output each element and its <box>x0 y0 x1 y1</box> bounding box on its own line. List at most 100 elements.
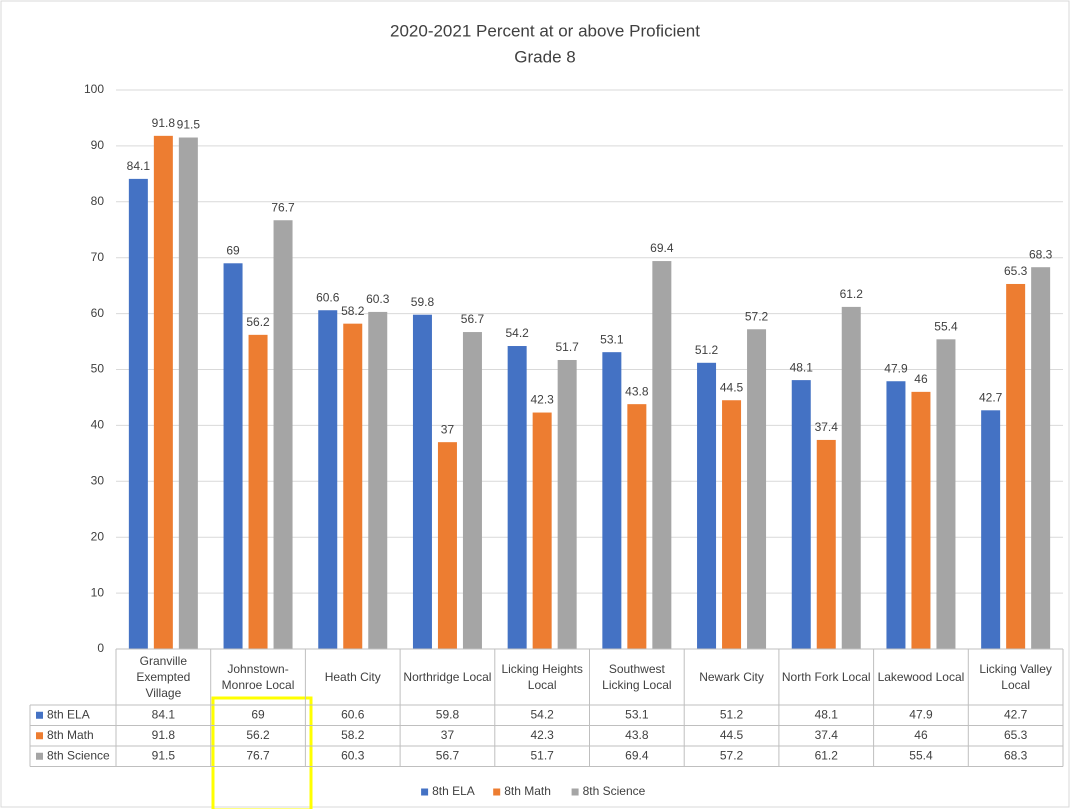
table-value: 58.2 <box>341 728 365 742</box>
y-tick-label: 30 <box>91 473 105 487</box>
x-tick-label: Johnstown-Monroe Local <box>221 662 295 692</box>
bar <box>437 442 457 649</box>
x-tick-label: Lakewood Local <box>877 670 965 684</box>
data-label: 69 <box>226 243 240 257</box>
data-label: 65.3 <box>1004 264 1028 278</box>
table-value: 42.7 <box>1004 707 1028 721</box>
category-cell: Lakewood Local <box>877 670 965 684</box>
category-cell: Johnstown-Monroe Local <box>221 662 295 692</box>
data-label: 42.7 <box>979 390 1003 404</box>
bar <box>343 323 363 649</box>
data-label: 58.2 <box>341 304 365 318</box>
table-value: 56.2 <box>246 728 270 742</box>
data-label: 56.2 <box>246 315 270 329</box>
data-label: 44.5 <box>720 380 744 394</box>
y-tick-label: 10 <box>91 585 105 599</box>
category-cell: North Fork Local <box>782 670 871 684</box>
bar <box>627 404 647 649</box>
y-tick-label: 100 <box>84 82 104 96</box>
legend-key <box>493 788 501 796</box>
data-label: 51.7 <box>555 340 579 354</box>
bar <box>273 220 293 649</box>
legend-key <box>571 788 579 796</box>
table-value: 37.4 <box>815 728 839 742</box>
data-label: 76.7 <box>271 200 295 214</box>
data-label: 57.2 <box>745 309 769 323</box>
bar <box>911 391 931 649</box>
category-cell: Heath City <box>325 670 381 684</box>
table-value: 55.4 <box>909 748 933 762</box>
bar <box>841 306 861 649</box>
bar <box>223 263 243 649</box>
table-value: 42.3 <box>530 728 554 742</box>
bar <box>318 310 338 649</box>
bar <box>412 314 432 649</box>
table-value: 51.2 <box>720 707 744 721</box>
category-cell: Southwest Licking Local <box>602 662 672 692</box>
table-row-label: 8th ELA <box>47 707 90 721</box>
category-cell: Northridge Local <box>403 670 491 684</box>
category-cell: Granville Exempted Village <box>136 654 190 700</box>
data-label: 37 <box>441 422 455 436</box>
bar <box>128 178 148 650</box>
x-tick-label: Newark City <box>699 670 764 684</box>
bar <box>368 311 388 649</box>
table-value: 69 <box>251 707 265 721</box>
table-value: 56.7 <box>436 748 460 762</box>
data-label: 68.3 <box>1029 247 1053 261</box>
bar <box>602 352 622 649</box>
bar <box>652 261 672 649</box>
table-value: 44.5 <box>720 728 744 742</box>
data-label: 43.8 <box>625 384 649 398</box>
data-label: 91.8 <box>152 116 176 130</box>
data-label: 42.3 <box>530 393 554 407</box>
data-label: 91.5 <box>177 118 201 132</box>
bar <box>1031 267 1051 649</box>
table-value: 65.3 <box>1004 728 1028 742</box>
category-cell: Licking Valley Local <box>979 662 1052 692</box>
table-row-label: 8th Science <box>47 748 110 762</box>
table-value: 68.3 <box>1004 748 1028 762</box>
data-label: 47.9 <box>884 361 908 375</box>
data-label: 54.2 <box>505 326 529 340</box>
table-key <box>36 732 43 740</box>
table-value: 60.3 <box>341 748 365 762</box>
x-tick-label: Licking Heights Local <box>501 662 583 692</box>
legend-label: 8th Science <box>583 784 646 798</box>
bar <box>722 400 742 649</box>
data-label: 59.8 <box>411 295 435 309</box>
x-tick-label: Licking Valley Local <box>979 662 1052 692</box>
table-key <box>36 711 43 719</box>
chart-title: 2020-2021 Percent at or above Proficient <box>390 21 700 40</box>
y-tick-label: 0 <box>97 641 104 655</box>
data-label: 37.4 <box>815 420 839 434</box>
table-value: 84.1 <box>152 707 176 721</box>
bar <box>557 359 577 649</box>
bar <box>697 362 717 649</box>
bar <box>816 439 836 649</box>
bar <box>178 137 198 649</box>
legend-key <box>421 788 429 796</box>
table-value: 76.7 <box>246 748 270 762</box>
bar <box>1006 283 1026 649</box>
table-value: 57.2 <box>720 748 744 762</box>
y-tick-label: 60 <box>91 306 105 320</box>
bar <box>886 381 906 649</box>
table-value: 59.8 <box>436 707 460 721</box>
data-label: 53.1 <box>600 332 624 346</box>
x-tick-label: Southwest Licking Local <box>602 662 672 692</box>
data-label: 61.2 <box>840 287 864 301</box>
y-tick-label: 80 <box>91 194 105 208</box>
table-value: 43.8 <box>625 728 649 742</box>
data-label: 48.1 <box>790 360 814 374</box>
table-value: 47.9 <box>909 707 933 721</box>
data-label: 56.7 <box>461 312 485 326</box>
y-tick-label: 70 <box>91 250 105 264</box>
category-cell: Licking Heights Local <box>501 662 583 692</box>
bar <box>791 380 811 649</box>
bar <box>981 410 1001 649</box>
data-label: 69.4 <box>650 241 674 255</box>
data-label: 60.3 <box>366 292 390 306</box>
table-value: 54.2 <box>530 707 554 721</box>
